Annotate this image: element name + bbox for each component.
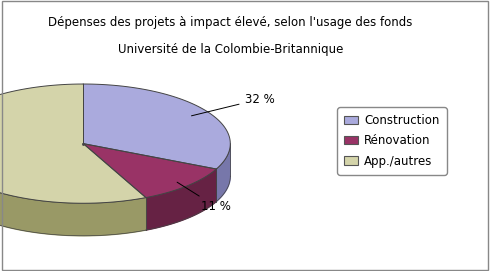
Text: 32 %: 32 % — [192, 93, 274, 116]
Polygon shape — [216, 144, 230, 202]
Polygon shape — [146, 169, 216, 230]
Polygon shape — [83, 84, 230, 169]
Text: 11 %: 11 % — [177, 182, 231, 213]
Text: Université de la Colombie-Britannique: Université de la Colombie-Britannique — [118, 43, 343, 56]
Text: Dépenses des projets à impact élevé, selon l'usage des fonds: Dépenses des projets à impact élevé, sel… — [48, 16, 413, 29]
Polygon shape — [83, 144, 216, 198]
Polygon shape — [0, 145, 146, 236]
Legend: Construction, Rénovation, App./autres: Construction, Rénovation, App./autres — [337, 107, 447, 175]
Polygon shape — [0, 84, 146, 203]
Text: 57 %: 57 % — [0, 270, 1, 271]
